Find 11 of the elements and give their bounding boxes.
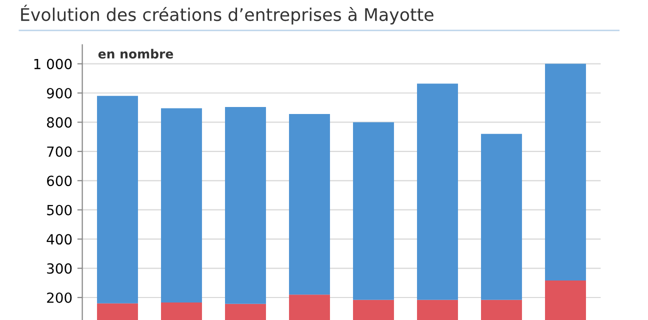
y-tick-label: 800 [47,117,72,128]
y-tick-label: 600 [47,176,72,186]
y-tick-label: 500 [47,204,72,216]
y-tick-label: 400 [46,234,72,245]
y-tick-label: 1 000 [34,58,72,70]
y-tick-label: 900 [46,88,72,98]
y-tick-label: 200 [47,292,72,303]
y-tick-label: 700 [47,146,72,157]
chart-title: Évolution des créations d’entreprises à Mayotte [21,4,434,24]
annotation: en nombre [98,48,174,59]
y-tick-label: 300 [47,263,72,274]
